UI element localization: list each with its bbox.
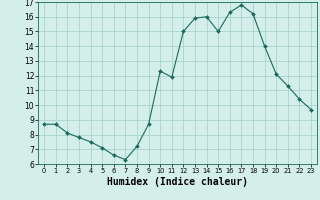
- X-axis label: Humidex (Indice chaleur): Humidex (Indice chaleur): [107, 177, 248, 187]
